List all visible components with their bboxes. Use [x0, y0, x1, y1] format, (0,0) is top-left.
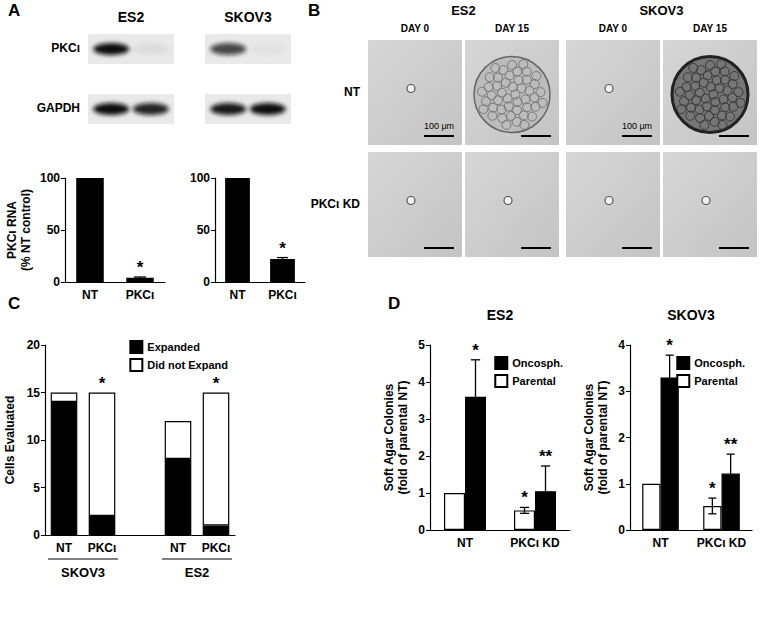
svg-text:DAY 0: DAY 0 — [599, 23, 628, 34]
svg-text:*: * — [213, 374, 220, 393]
svg-text:4: 4 — [618, 338, 625, 352]
svg-text:NT: NT — [653, 536, 670, 550]
svg-text:Did not Expand: Did not Expand — [147, 359, 228, 371]
svg-text:100: 100 — [190, 171, 210, 185]
svg-text:15: 15 — [27, 386, 41, 400]
svg-text:0: 0 — [418, 523, 425, 537]
svg-text:1: 1 — [418, 486, 425, 500]
svg-text:4: 4 — [418, 375, 425, 389]
svg-text:(fold of parental NT): (fold of parental NT) — [396, 381, 410, 495]
svg-text:SKOV3: SKOV3 — [224, 9, 272, 25]
svg-text:PKCι: PKCι — [202, 541, 231, 555]
svg-text:*: * — [472, 341, 479, 360]
svg-text:0: 0 — [618, 523, 625, 537]
svg-text:3: 3 — [618, 384, 625, 398]
svg-text:ES2: ES2 — [185, 565, 210, 580]
svg-text:NT: NT — [230, 288, 247, 302]
svg-text:B: B — [308, 1, 320, 20]
svg-text:PKCι: PKCι — [268, 288, 297, 302]
svg-text:C: C — [8, 294, 20, 313]
svg-text:A: A — [8, 1, 20, 20]
svg-text:**: ** — [539, 447, 553, 466]
svg-text:50: 50 — [47, 223, 61, 237]
svg-text:PKCι KD: PKCι KD — [311, 197, 361, 211]
svg-text:Expanded: Expanded — [147, 341, 200, 353]
svg-text:20: 20 — [27, 338, 41, 352]
svg-text:SKOV3: SKOV3 — [667, 307, 715, 323]
svg-text:2: 2 — [618, 431, 625, 445]
svg-text:*: * — [709, 479, 716, 498]
svg-text:(% NT control): (% NT control) — [19, 189, 33, 271]
svg-text:SKOV3: SKOV3 — [639, 3, 683, 18]
svg-text:0: 0 — [53, 275, 60, 289]
svg-text:DAY 0: DAY 0 — [401, 23, 430, 34]
svg-text:PKCι KD: PKCι KD — [697, 536, 747, 550]
svg-text:100 μm: 100 μm — [622, 121, 652, 131]
svg-text:PKCι: PKCι — [88, 541, 117, 555]
svg-text:DAY 15: DAY 15 — [495, 23, 529, 34]
svg-text:(fold of parental NT): (fold of parental NT) — [596, 381, 610, 495]
svg-text:NT: NT — [82, 288, 99, 302]
svg-text:PKCι KD: PKCι KD — [510, 536, 560, 550]
svg-text:*: * — [521, 488, 528, 507]
svg-text:Soft Agar Colonies: Soft Agar Colonies — [382, 383, 396, 491]
svg-text:5: 5 — [418, 338, 425, 352]
svg-text:Oncosph.: Oncosph. — [694, 357, 745, 369]
svg-text:Parental: Parental — [694, 375, 737, 387]
svg-text:Soft Agar Colonies: Soft Agar Colonies — [582, 383, 596, 491]
svg-text:100 μm: 100 μm — [424, 121, 454, 131]
svg-text:SKOV3: SKOV3 — [61, 565, 105, 580]
svg-text:**: ** — [724, 435, 738, 454]
svg-text:2: 2 — [418, 449, 425, 463]
svg-text:PKCι: PKCι — [126, 288, 155, 302]
svg-text:Cells Evaluated: Cells Evaluated — [3, 396, 17, 485]
svg-text:ES2: ES2 — [118, 9, 145, 25]
svg-text:0: 0 — [33, 528, 40, 542]
svg-text:50: 50 — [197, 223, 211, 237]
svg-text:NT: NT — [56, 541, 73, 555]
svg-text:*: * — [666, 336, 673, 355]
svg-text:*: * — [99, 374, 106, 393]
svg-text:D: D — [388, 294, 400, 313]
svg-text:5: 5 — [33, 481, 40, 495]
svg-text:GAPDH: GAPDH — [37, 101, 80, 115]
svg-text:10: 10 — [27, 433, 41, 447]
svg-text:ES2: ES2 — [487, 307, 514, 323]
svg-text:NT: NT — [457, 536, 474, 550]
svg-text:PKCι RNA: PKCι RNA — [5, 201, 19, 259]
svg-text:*: * — [137, 258, 144, 277]
svg-text:0: 0 — [203, 275, 210, 289]
svg-text:NT: NT — [344, 85, 361, 99]
svg-text:*: * — [279, 239, 286, 258]
svg-text:PKCι: PKCι — [51, 41, 80, 55]
svg-text:1: 1 — [618, 477, 625, 491]
svg-text:NT: NT — [170, 541, 187, 555]
svg-text:Oncosph.: Oncosph. — [512, 357, 563, 369]
svg-text:ES2: ES2 — [451, 3, 476, 18]
svg-text:3: 3 — [418, 412, 425, 426]
svg-text:100: 100 — [40, 171, 60, 185]
svg-text:DAY 15: DAY 15 — [693, 23, 727, 34]
svg-text:Parental: Parental — [512, 375, 555, 387]
